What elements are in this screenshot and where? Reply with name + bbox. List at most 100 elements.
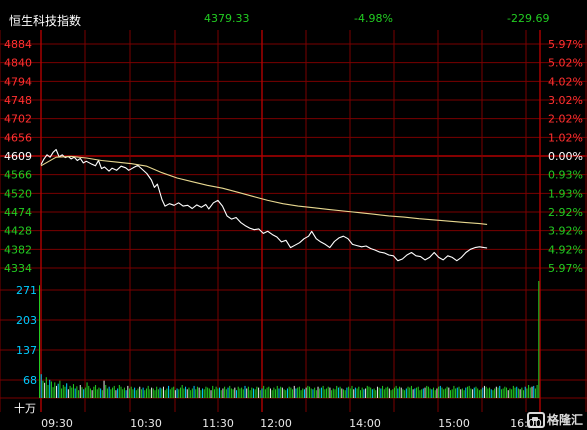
volume-bar [303, 389, 305, 398]
volume-bar [96, 389, 98, 398]
volume-bar [375, 390, 377, 398]
volume-bar [154, 390, 156, 398]
volume-bar [436, 388, 438, 398]
y-tick-label-right: 3.92% [548, 225, 583, 238]
volume-bar [356, 388, 358, 398]
volume-bar [179, 387, 181, 398]
volume-bar [139, 386, 141, 398]
volume-bar [208, 388, 210, 398]
volume-bar [298, 386, 300, 398]
volume-bar [220, 390, 222, 398]
volume-bar [322, 385, 324, 398]
volume-bar [78, 390, 80, 398]
volume-bar [410, 385, 412, 398]
volume-bar [123, 387, 125, 398]
volume-bar [309, 386, 311, 398]
volume-bar [57, 383, 59, 398]
volume-bar [449, 390, 452, 398]
volume-bar [376, 386, 378, 398]
y-tick-label-left: 4656 [4, 131, 32, 144]
volume-bar [196, 386, 198, 398]
volume-bar [103, 380, 105, 398]
volume-bar [212, 385, 214, 398]
volume-bar [453, 385, 455, 398]
volume-bar [47, 385, 49, 398]
volume-bar [434, 390, 436, 398]
x-tick-label: 10:30 [130, 417, 162, 430]
volume-bar [171, 387, 173, 398]
volume-bar [249, 390, 251, 398]
volume-bar [388, 388, 390, 398]
volume-bar [538, 281, 540, 398]
volume-bar [382, 385, 384, 398]
volume-bar [531, 386, 533, 398]
volume-bar [252, 388, 255, 398]
volume-bar [52, 387, 54, 398]
volume-bar [149, 389, 151, 398]
volume-bar [534, 388, 536, 398]
plot-area [40, 148, 488, 262]
volume-bar [324, 389, 326, 398]
volume-bar [514, 387, 516, 398]
volume-bar [185, 386, 187, 398]
volume-bar [239, 388, 241, 398]
volume-bar [261, 388, 263, 398]
volume-bar [144, 390, 146, 398]
volume-bar [225, 389, 227, 398]
volume-bar [348, 386, 350, 398]
logo-icon [526, 411, 545, 428]
y-tick-label-left: 4334 [4, 262, 32, 275]
volume-bar [419, 390, 421, 398]
volume-bar [346, 387, 348, 398]
x-tick-label: 15:00 [438, 417, 470, 430]
volume-bar [263, 385, 265, 398]
volume-bar [242, 389, 244, 398]
volume-bar [483, 385, 485, 398]
volume-bar [145, 388, 148, 398]
volume-bar [337, 387, 339, 398]
watermark-text: 格隆汇 [546, 413, 583, 427]
volume-bar [366, 385, 368, 398]
volume-bar [256, 386, 258, 398]
volume-bar [127, 385, 129, 398]
volume-bar [354, 387, 356, 398]
volume-bar [466, 386, 468, 398]
volume-bar [215, 386, 217, 398]
volume-bar [334, 389, 336, 398]
volume-bar [475, 386, 477, 398]
volume-bar [166, 388, 168, 398]
volume-bar [61, 388, 63, 398]
volume-bar [202, 388, 204, 398]
volume-bar [113, 385, 115, 398]
volume-bar [72, 384, 74, 398]
volume-bar [468, 385, 470, 398]
y-tick-label-right: 2.92% [548, 206, 583, 219]
volume-bar [470, 388, 472, 398]
volume-bar [536, 385, 538, 398]
volume-bar [370, 387, 372, 398]
volume-bar [156, 386, 158, 398]
volume-bar [336, 385, 338, 398]
y-tick-label-left: 4382 [4, 243, 32, 256]
y-tick-label-left: 4428 [4, 225, 32, 238]
volume-bar [511, 389, 513, 398]
y-tick-label-right: 1.02% [548, 131, 583, 144]
volume-bar [264, 389, 266, 398]
y-tick-label-left: 4840 [4, 57, 32, 70]
volume-bar [275, 389, 277, 398]
volume-bar [295, 388, 297, 398]
volume-bar [349, 388, 351, 398]
volume-bar [317, 386, 319, 398]
volume-bar [416, 387, 418, 398]
volume-bar [404, 390, 406, 398]
volume-bar [66, 383, 68, 398]
y-tick-label-right: 5.02% [548, 57, 583, 70]
volume-bar [195, 389, 197, 398]
volume-bar [205, 386, 207, 398]
volume-bar [217, 388, 219, 398]
x-axis-labels: 09:30 10:30 11:30 12:00 14:00 15:00 16:00 [41, 417, 542, 430]
volume-bar [271, 390, 273, 398]
volume-bar [499, 385, 501, 398]
volume-bar [517, 388, 519, 398]
